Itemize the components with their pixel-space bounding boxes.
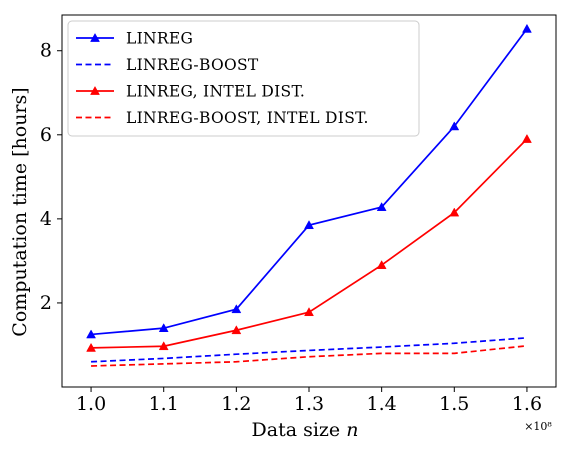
y-axis-label: Computation time [hours] xyxy=(9,87,31,336)
legend-box xyxy=(67,20,420,137)
y-tick-label: 4 xyxy=(40,208,52,230)
y-tick-label: 6 xyxy=(40,124,52,146)
legend-label: LINREG-BOOST, INTEL DIST. xyxy=(126,109,369,127)
data-point-marker xyxy=(158,341,169,351)
legend-label: LINREG, INTEL DIST. xyxy=(126,83,305,101)
data-point-marker xyxy=(376,202,387,211)
series-markers xyxy=(86,23,532,352)
x-tick-label: 1.6 xyxy=(512,393,542,415)
legend-label: LINREG-BOOST xyxy=(126,56,259,74)
legend: LINREG LINREG-BOOST LINREG, INTEL DIST. LIN… xyxy=(67,20,420,137)
data-point-marker xyxy=(304,220,314,230)
series-line xyxy=(91,344,528,367)
data-point-marker xyxy=(158,323,169,333)
legend-label: LINREG xyxy=(126,30,193,48)
data-point-marker xyxy=(449,207,460,217)
data-point-marker xyxy=(522,23,532,33)
x-tick-label: 1.3 xyxy=(294,393,324,415)
data-point-marker xyxy=(231,304,242,314)
y-tick-label: 8 xyxy=(40,40,52,62)
data-point-marker xyxy=(522,133,532,143)
data-point-marker xyxy=(231,325,242,335)
x-tick-label: 1.5 xyxy=(439,393,469,415)
series-line xyxy=(91,336,528,363)
legend-marker xyxy=(90,32,100,42)
x-axis-ticks: 1.0 1.1 1.2 1.3 1.4 1.5 1.6 xyxy=(76,387,542,415)
y-axis-ticks: 2 4 6 8 xyxy=(40,40,62,314)
data-point-marker xyxy=(86,342,96,352)
x-tick-label: 1.4 xyxy=(367,393,397,415)
data-point-marker xyxy=(376,260,387,269)
y-tick-label: 2 xyxy=(40,292,52,314)
data-point-marker xyxy=(86,329,96,339)
x-axis-label: Data size n xyxy=(252,419,359,441)
x-tick-label: 1.1 xyxy=(149,393,179,415)
x-tick-label: 1.2 xyxy=(221,393,251,415)
data-point-marker xyxy=(449,121,460,131)
data-point-marker xyxy=(304,307,314,317)
x-tick-label: 1.0 xyxy=(76,393,106,415)
legend-marker xyxy=(90,85,100,95)
x-scale-multiplier: ×10⁸ xyxy=(524,420,552,433)
